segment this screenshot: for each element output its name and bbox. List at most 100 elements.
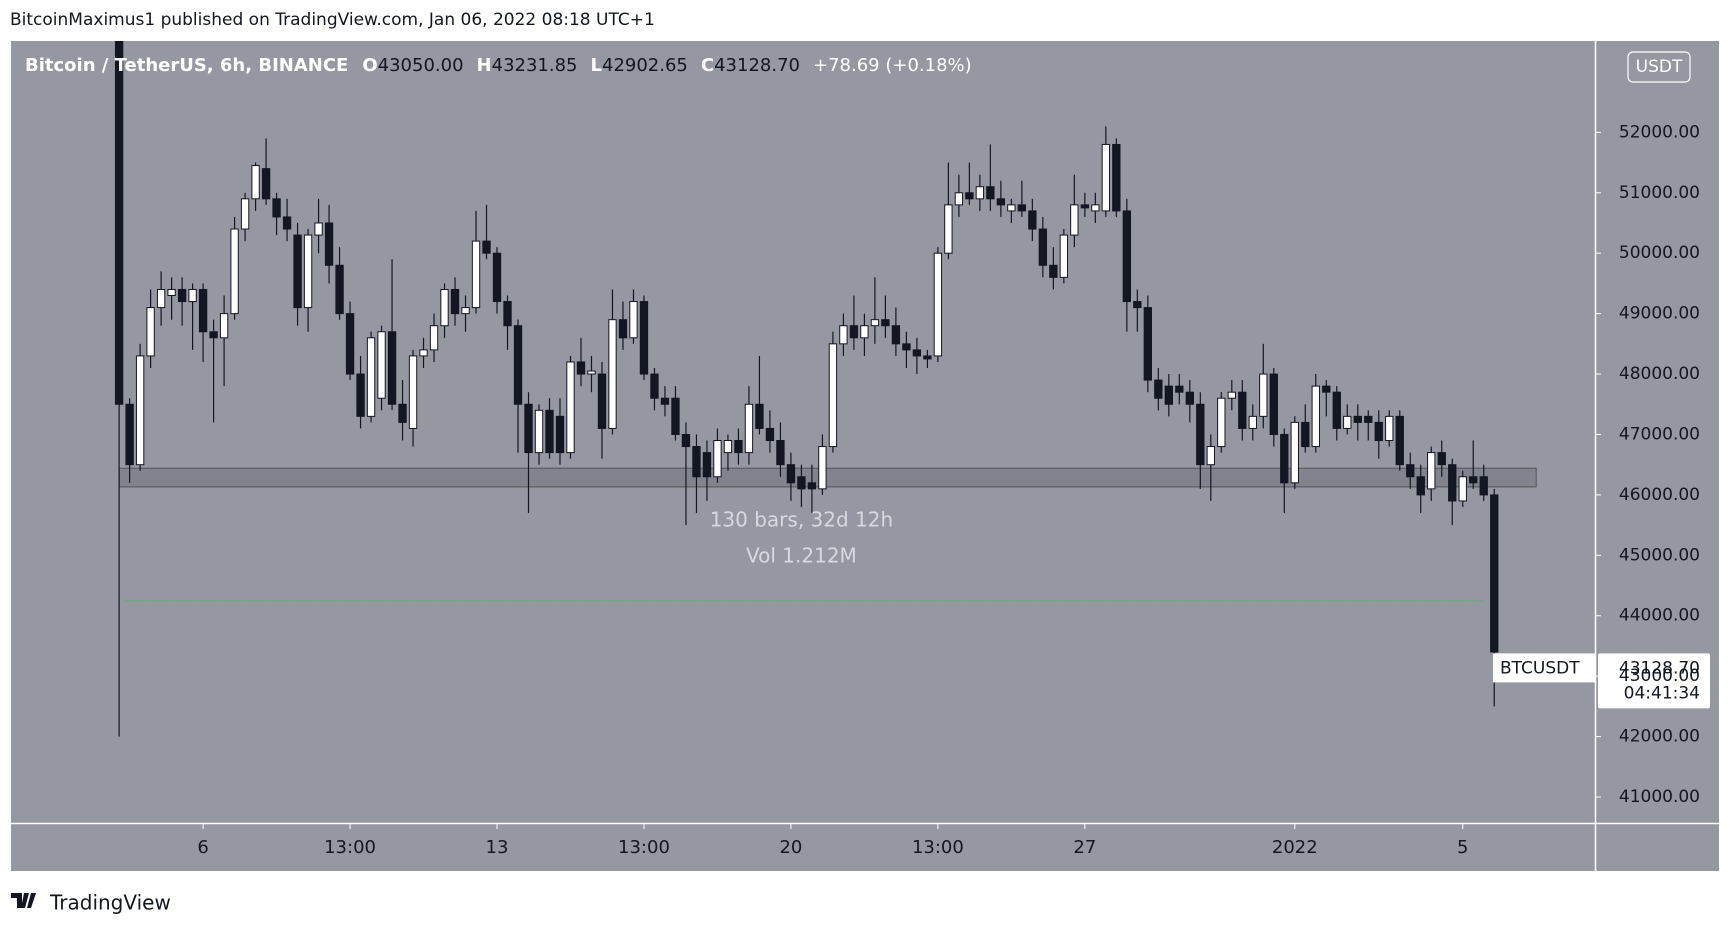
candle-body [1416, 476, 1425, 496]
candle-body [723, 440, 733, 454]
candle-body [828, 343, 838, 448]
time-scale [11, 824, 1719, 871]
brand-name: TradingView [49, 891, 171, 915]
y-tick-label: 48000.00 [1619, 364, 1700, 384]
candle-body [1038, 228, 1048, 266]
candle-body [576, 361, 586, 375]
candle-body [429, 325, 439, 351]
ohlc-value: 43128.70 [714, 55, 800, 76]
plot [114, 41, 1537, 737]
candle-body [1427, 452, 1436, 490]
candle-body [765, 427, 775, 442]
candle-body [1091, 204, 1100, 212]
candle-body [1343, 415, 1352, 429]
candle-body [377, 331, 386, 399]
ohlc-label: O [362, 55, 377, 76]
candle-body [1374, 421, 1383, 442]
candle-body [755, 403, 764, 429]
candle-body [839, 325, 848, 345]
candle-body [870, 319, 880, 327]
candle-body [303, 234, 313, 309]
candle-body [660, 397, 670, 405]
candle-body [1248, 415, 1257, 429]
candle-body [198, 288, 208, 333]
y-tick-label: 46000.00 [1619, 485, 1700, 505]
candle-body [1448, 464, 1457, 502]
candle-body [135, 355, 145, 466]
x-tick-label: 5 [1457, 837, 1468, 858]
candle-body [650, 373, 659, 399]
candle-body [1353, 415, 1362, 423]
candle-body [1175, 385, 1184, 393]
candle-body [534, 409, 544, 454]
candle-body [608, 319, 617, 429]
y-tick-label: 41000.00 [1619, 787, 1700, 807]
candle-body [1217, 397, 1226, 448]
candle-body [492, 252, 502, 303]
candle-body [1364, 415, 1373, 423]
candle-body [681, 433, 691, 448]
candle-body [902, 343, 911, 351]
candle-body [230, 228, 239, 315]
candle-body [1280, 433, 1289, 484]
candle-body [1238, 391, 1247, 429]
candle-body [1227, 391, 1236, 399]
candle-body [335, 264, 344, 315]
candle-body [1301, 421, 1310, 448]
candle-body [471, 240, 481, 309]
candle-body [1259, 373, 1268, 417]
candle-body [345, 313, 355, 375]
candle-body [702, 452, 712, 478]
candle-body [524, 403, 533, 454]
y-tick-label: 42000.00 [1619, 727, 1700, 747]
ohlc-label: H [477, 55, 492, 76]
candle-body [324, 222, 334, 266]
candle-body [1112, 143, 1121, 212]
candle-body [1059, 234, 1069, 278]
candle-body [1143, 307, 1153, 381]
candle-body [167, 288, 176, 297]
candle-body [282, 216, 292, 230]
candle-body [954, 192, 964, 206]
candle-body [797, 476, 806, 490]
candle-body [734, 440, 743, 454]
candle-body [209, 331, 218, 339]
y-tick-label: 44000.00 [1619, 606, 1700, 626]
change: +78.69 (+0.18%) [813, 55, 972, 76]
candle-body [1458, 476, 1467, 502]
ticker: BTCUSDT [1500, 658, 1580, 678]
price-box [1598, 653, 1710, 709]
candle-body [1490, 494, 1499, 653]
candle-body [555, 415, 565, 454]
ohlc-label: C [701, 55, 714, 76]
candle-body [272, 198, 281, 218]
y-tick-label: 45000.00 [1619, 545, 1700, 565]
candle-body [398, 403, 407, 423]
candle-body [1164, 385, 1173, 405]
symbol: Bitcoin / TetherUS, 6h, BINANCE [25, 55, 348, 76]
price: 43128.70 [1619, 658, 1700, 678]
x-tick-label: 13:00 [912, 837, 964, 858]
x-tick-label: 27 [1073, 837, 1096, 858]
candle-body [356, 373, 365, 417]
candle-body [996, 198, 1006, 206]
candle-body [587, 370, 596, 375]
candle-body [776, 440, 785, 466]
currency: USDT [1636, 57, 1683, 77]
candle-body [419, 349, 428, 357]
candle-body [314, 222, 323, 236]
candle-body [1406, 464, 1415, 478]
brand: TradingView [11, 891, 171, 915]
candle-body [251, 165, 260, 200]
candle-body [513, 325, 523, 405]
candle-body [240, 198, 250, 230]
ohlc-value: 42902.65 [602, 55, 688, 76]
candle-body [1206, 446, 1215, 466]
candle-body [503, 301, 512, 327]
candle-body [387, 331, 397, 405]
candle-body [881, 319, 890, 327]
support-zone [118, 467, 1537, 488]
candle-body [1332, 391, 1341, 429]
y-tick-label: 50000.00 [1619, 243, 1700, 263]
ohlc-value: 43231.85 [492, 55, 578, 76]
